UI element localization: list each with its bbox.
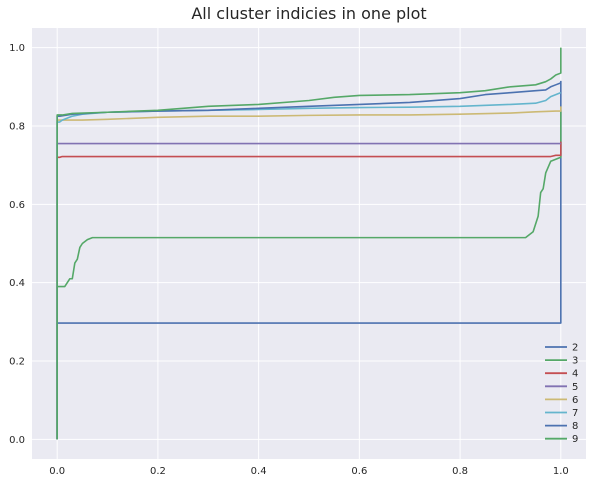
y-tick-label: 0.4	[9, 278, 25, 289]
legend: 2 3 4 5 6 7 8 9	[545, 343, 578, 445]
legend-label-8: 8	[572, 421, 578, 432]
legend-label-2: 2	[572, 343, 578, 354]
x-tick-label: 0.6	[351, 466, 367, 477]
chart-title: All cluster indicies in one plot	[191, 4, 426, 23]
legend-label-9: 9	[572, 434, 578, 445]
legend-label-4: 4	[572, 369, 578, 380]
y-tick-label: 0.0	[9, 435, 25, 446]
x-tick-label: 0.4	[251, 466, 267, 477]
y-tick-label: 0.6	[9, 200, 25, 211]
legend-label-3: 3	[572, 356, 578, 367]
legend-label-6: 6	[572, 395, 578, 406]
y-tick-label: 1.0	[9, 43, 25, 54]
series-line-9	[56, 47, 562, 440]
tick-layer: 0.0 0.2 0.4 0.6 0.8 1.0 0.0 0.2 0.4 0.6 0.8 1.0	[9, 43, 569, 477]
legend-label-7: 7	[572, 408, 578, 419]
y-tick-label: 0.8	[9, 121, 25, 132]
y-tick-label: 0.2	[9, 357, 25, 368]
x-tick-label: 0.2	[150, 466, 166, 477]
series-layer	[56, 47, 562, 440]
x-tick-label: 0.8	[452, 466, 468, 477]
series-line-3	[56, 110, 562, 440]
legend-label-5: 5	[572, 382, 578, 393]
series-line-6	[56, 106, 562, 440]
x-tick-label: 0.0	[49, 466, 65, 477]
series-line-7	[56, 91, 562, 440]
x-tick-label: 1.0	[553, 466, 569, 477]
